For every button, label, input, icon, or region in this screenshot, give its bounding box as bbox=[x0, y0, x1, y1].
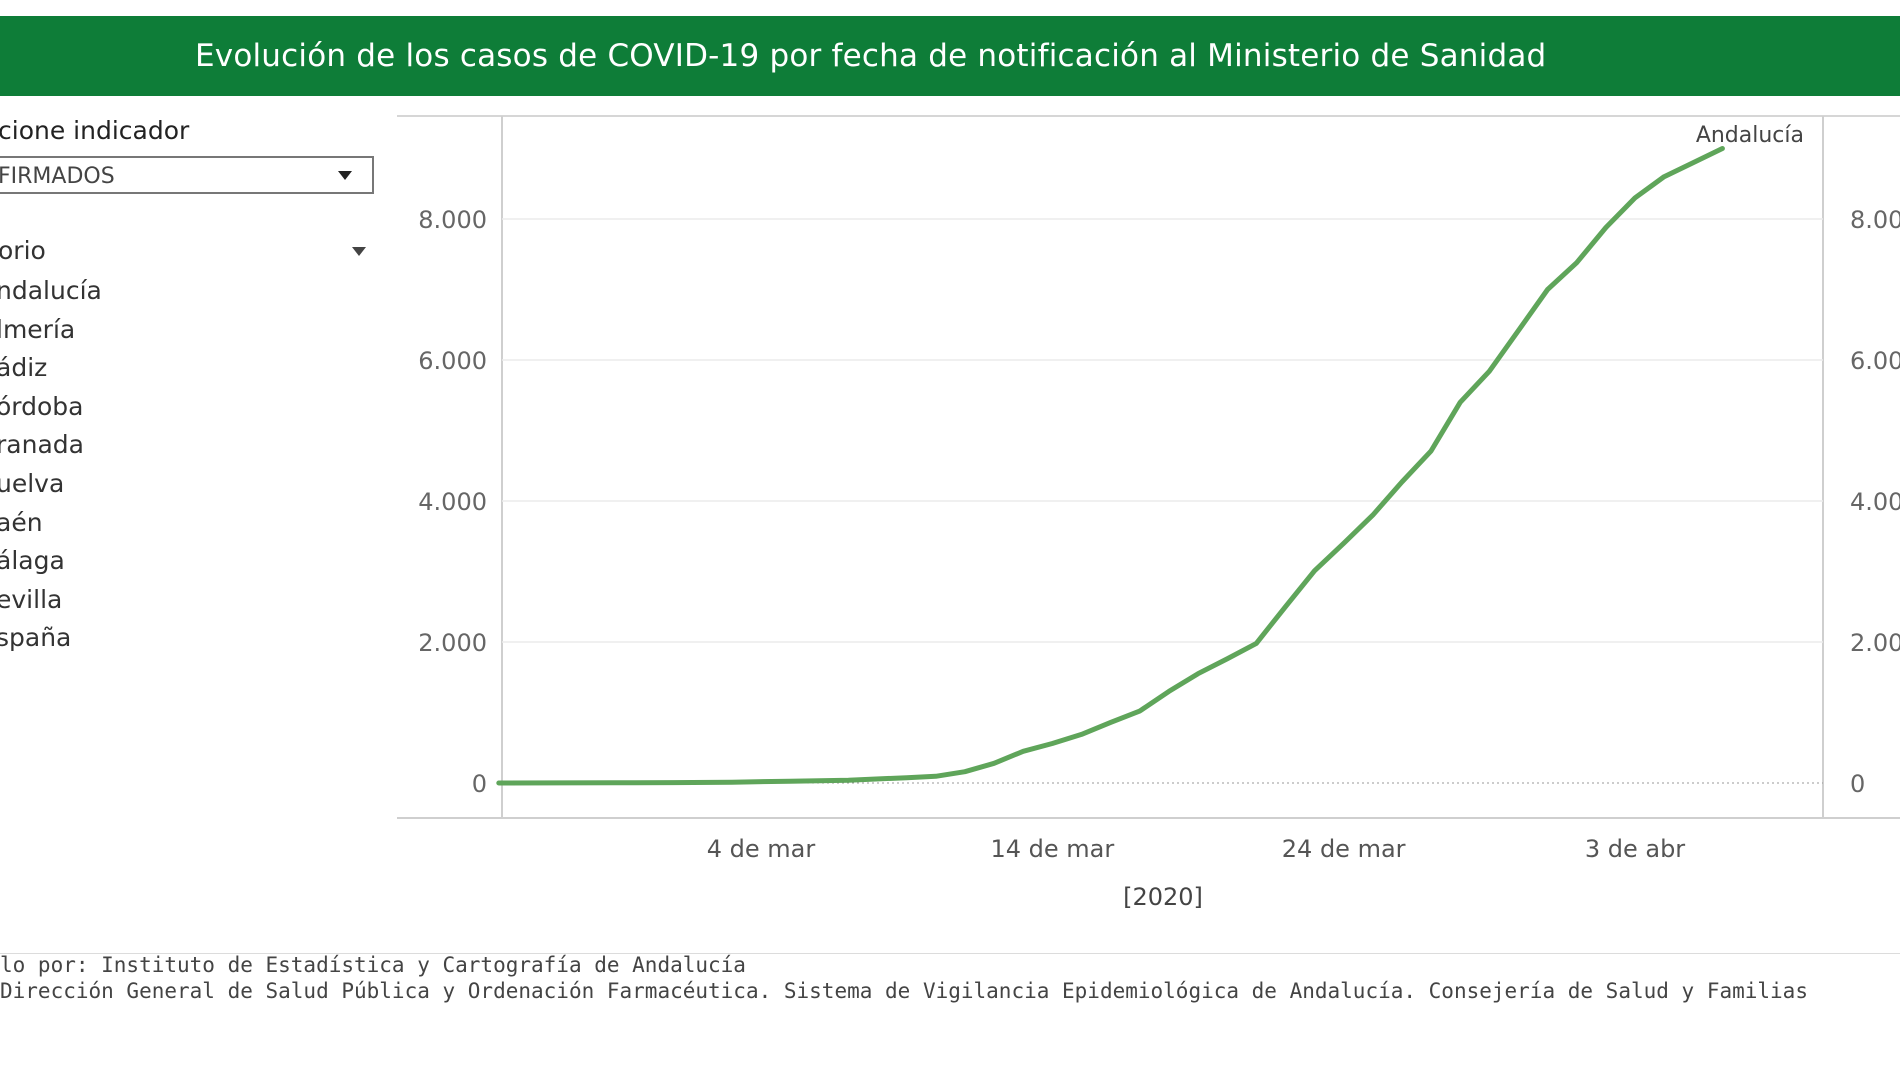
y-tick-label-right: 6.00 bbox=[1850, 347, 1900, 375]
y-tick-label-right: 4.00 bbox=[1850, 488, 1900, 516]
x-tick-label: 4 de mar bbox=[707, 835, 816, 863]
y-tick-label-right: 8.00 bbox=[1850, 206, 1900, 234]
footer: lo por: Instituto de Estadística y Carto… bbox=[0, 953, 1900, 1013]
territory-item[interactable]: lmería bbox=[0, 314, 76, 344]
territory-list: ndalucía lmería ádiz órdoba ranada uelva aén ál… bbox=[0, 272, 102, 658]
y-tick-label-right: 0 bbox=[1850, 770, 1865, 798]
territory-item[interactable]: spaña bbox=[0, 623, 72, 653]
territory-label: orio bbox=[0, 236, 46, 265]
series-line-andalucia[interactable] bbox=[496, 146, 1725, 786]
y-tick-label-right: 2.00 bbox=[1850, 629, 1900, 657]
chevron-down-icon bbox=[338, 171, 352, 180]
series-label: Andalucía bbox=[1696, 123, 1804, 148]
chart-title: Evolución de los casos de COVID-19 por f… bbox=[195, 38, 1547, 74]
territory-chevron-down-icon[interactable] bbox=[352, 247, 366, 256]
y-tick-label-left: 4.000 bbox=[418, 488, 487, 516]
y-tick-label-left: 6.000 bbox=[418, 347, 487, 375]
territory-item[interactable]: evilla bbox=[0, 584, 63, 614]
footer-divider bbox=[0, 953, 1900, 954]
territory-item[interactable]: ádiz bbox=[0, 353, 48, 383]
title-banner: Evolución de los casos de COVID-19 por f… bbox=[0, 16, 1900, 96]
territory-item[interactable]: aén bbox=[0, 507, 43, 537]
territory-item[interactable]: álaga bbox=[0, 546, 65, 576]
territory-item[interactable]: uelva bbox=[0, 468, 65, 498]
indicator-label: cione indicador bbox=[0, 116, 190, 145]
line-chart: 0 0 2.000 2.00 4.000 4.00 6.000 6.00 8.000 8.00 4 … bbox=[397, 115, 1900, 911]
x-tick-label: 14 de mar bbox=[990, 835, 1114, 863]
indicator-dropdown[interactable]: FIRMADOS bbox=[0, 156, 374, 194]
footer-source-line: Dirección General de Salud Pública y Ord… bbox=[0, 979, 1808, 1003]
footer-credit-line: lo por: Instituto de Estadística y Carto… bbox=[0, 953, 746, 977]
territory-item[interactable]: ranada bbox=[0, 430, 84, 460]
indicator-selected-value: FIRMADOS bbox=[0, 164, 115, 189]
x-axis-title: [2020] bbox=[1123, 883, 1203, 911]
y-tick-label-left: 0 bbox=[472, 770, 487, 798]
x-tick-label: 24 de mar bbox=[1282, 835, 1406, 863]
y-tick-label-left: 8.000 bbox=[418, 206, 487, 234]
y-tick-label-left: 2.000 bbox=[418, 629, 487, 657]
territory-item[interactable]: órdoba bbox=[0, 391, 84, 421]
filter-sidebar: cione indicador FIRMADOS orio ndalucía lm… bbox=[0, 96, 390, 656]
x-tick-label: 3 de abr bbox=[1585, 835, 1685, 863]
territory-item[interactable]: ndalucía bbox=[0, 276, 102, 305]
